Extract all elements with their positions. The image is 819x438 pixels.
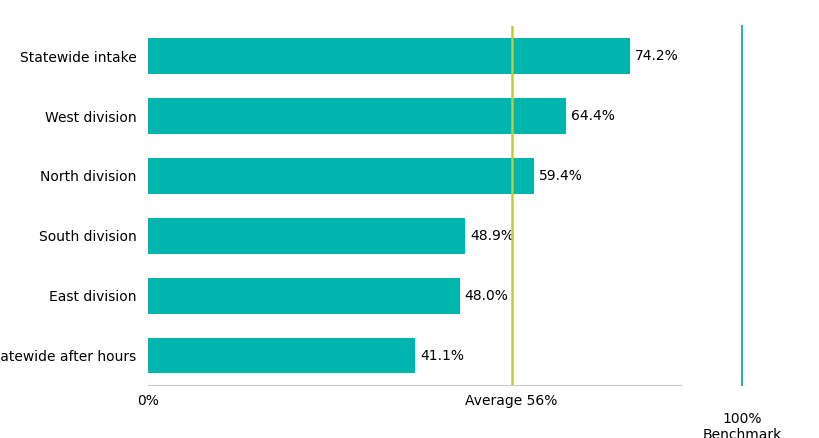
Bar <box>147 38 629 74</box>
Text: 64.4%: 64.4% <box>571 109 614 123</box>
Text: 59.4%: 59.4% <box>538 169 582 183</box>
Bar <box>147 158 533 194</box>
Bar <box>147 338 414 374</box>
Text: 100%
Benchmark: 100% Benchmark <box>702 412 781 438</box>
Text: 74.2%: 74.2% <box>635 49 678 63</box>
Text: 48.9%: 48.9% <box>470 229 514 243</box>
Text: 41.1%: 41.1% <box>419 349 464 363</box>
Bar <box>147 278 459 314</box>
Bar <box>147 218 465 254</box>
Text: 48.0%: 48.0% <box>464 289 508 303</box>
Bar <box>147 98 565 134</box>
